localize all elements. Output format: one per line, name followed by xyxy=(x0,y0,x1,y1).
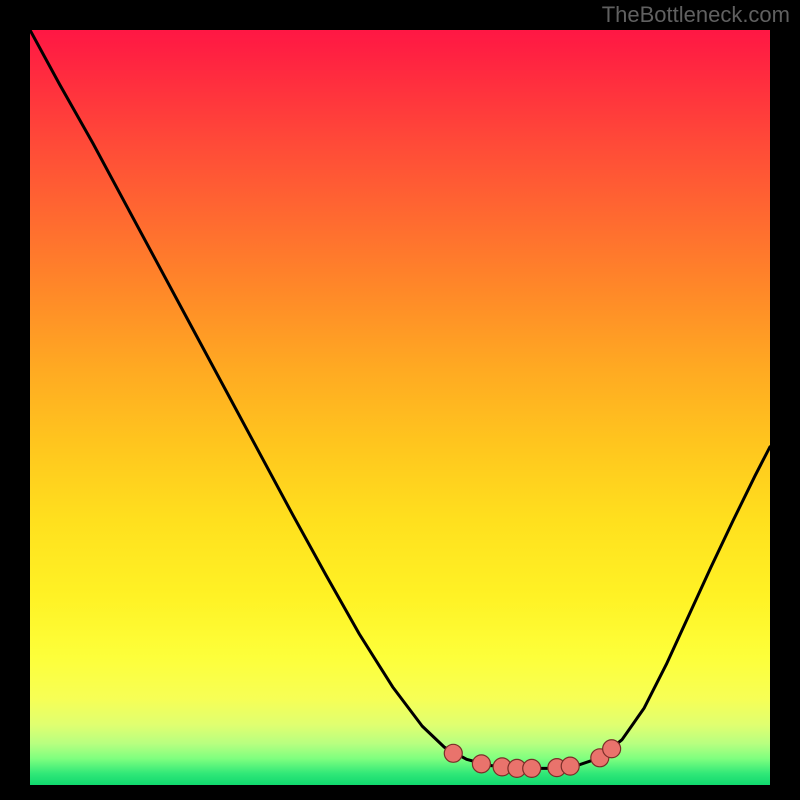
plot-area xyxy=(30,30,770,785)
chart-frame xyxy=(0,0,800,800)
dot-marker xyxy=(603,740,621,758)
dot-marker xyxy=(561,757,579,775)
attribution-text: TheBottleneck.com xyxy=(602,2,790,28)
dot-marker xyxy=(523,759,541,777)
gradient-background xyxy=(30,30,770,785)
dot-marker xyxy=(444,744,462,762)
dot-marker xyxy=(472,755,490,773)
chart-svg xyxy=(30,30,770,785)
